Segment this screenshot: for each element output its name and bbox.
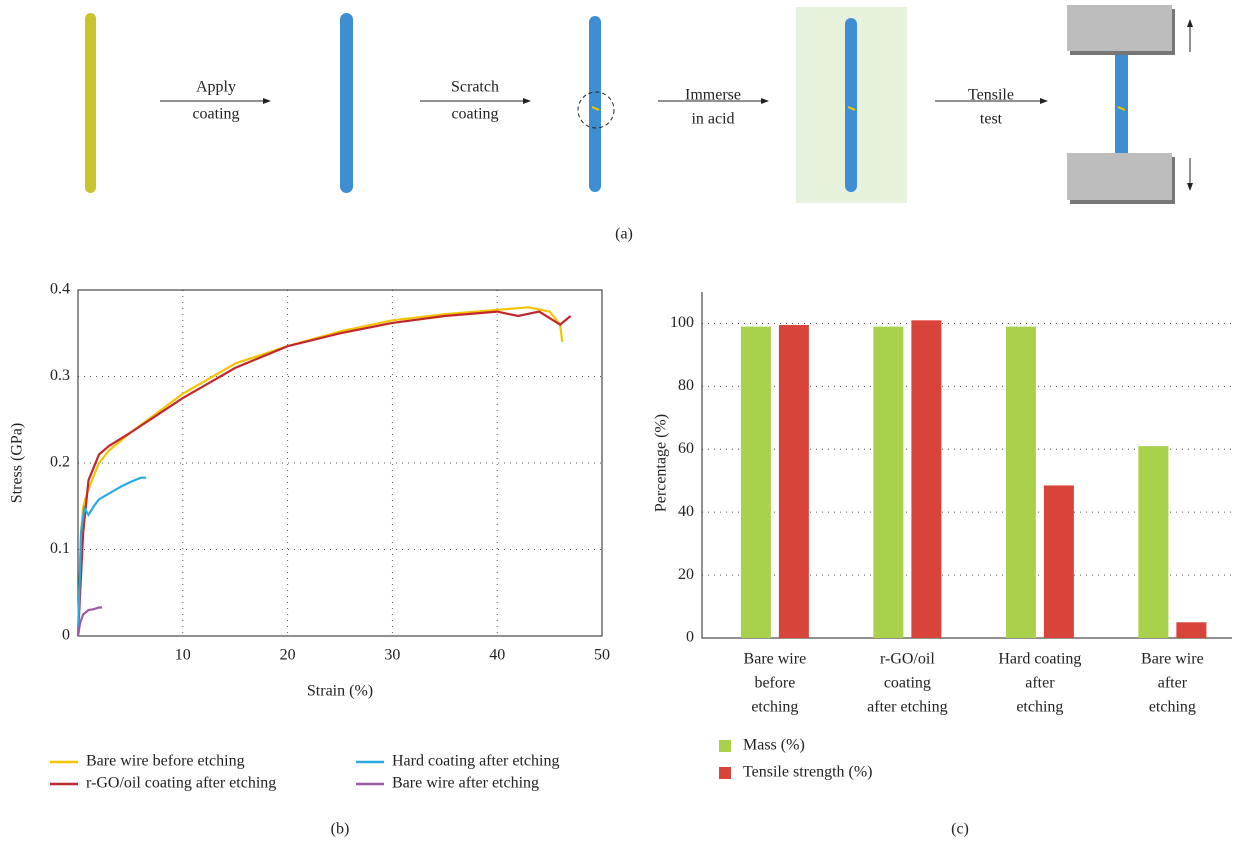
x-tick-label: 10 bbox=[175, 647, 191, 664]
bar bbox=[778, 325, 809, 638]
panel-label: (c) bbox=[951, 821, 969, 838]
x-tick-label: coating bbox=[884, 675, 931, 692]
series-line bbox=[76, 310, 572, 637]
x-axis-title: Strain (%) bbox=[307, 683, 373, 700]
step-label: test bbox=[980, 111, 1003, 128]
series-line bbox=[76, 306, 564, 637]
scratch bbox=[1117, 106, 1126, 111]
immersed-wire bbox=[845, 18, 857, 192]
y-tick-label: 100 bbox=[670, 314, 694, 331]
legend-label: Bare wire after etching bbox=[392, 775, 539, 792]
x-tick-label: after bbox=[1025, 675, 1055, 692]
legend-label: Tensile strength (%) bbox=[743, 764, 873, 781]
plot-frame bbox=[77, 289, 603, 637]
legend-label: r-GO/oil coating after etching bbox=[86, 775, 276, 792]
step-label: coating bbox=[451, 106, 498, 123]
bar bbox=[911, 320, 942, 638]
legend-swatch bbox=[719, 740, 731, 752]
x-tick-label: r-GO/oil bbox=[880, 651, 935, 668]
y-tick-label: 40 bbox=[678, 503, 694, 520]
x-tick-label: before bbox=[754, 675, 795, 692]
series-line bbox=[76, 476, 147, 637]
scratch bbox=[847, 106, 856, 111]
bar bbox=[1043, 485, 1074, 638]
x-tick-label: Hard coating bbox=[998, 651, 1081, 668]
x-tick-label: 50 bbox=[594, 647, 610, 664]
x-tick-label: etching bbox=[1149, 699, 1196, 716]
y-tick-label: 0.3 bbox=[50, 367, 70, 384]
coated-wire bbox=[340, 13, 353, 193]
y-tick-label: 20 bbox=[678, 566, 694, 583]
scratch bbox=[591, 106, 600, 111]
bar bbox=[740, 326, 771, 638]
x-tick-label: after bbox=[1158, 675, 1188, 692]
legend-label: Hard coating after etching bbox=[392, 753, 559, 770]
bar bbox=[873, 326, 904, 638]
x-tick-label: etching bbox=[1016, 699, 1063, 716]
y-axis-title: Percentage (%) bbox=[653, 414, 670, 512]
x-tick-label: 20 bbox=[280, 647, 296, 664]
test-wire bbox=[1115, 48, 1128, 156]
bar bbox=[1176, 622, 1207, 638]
scratch-circle bbox=[577, 91, 615, 129]
x-tick-label: etching bbox=[751, 699, 798, 716]
bar bbox=[1138, 446, 1169, 638]
y-tick-label: 0 bbox=[686, 629, 694, 646]
y-tick-label: 80 bbox=[678, 377, 694, 394]
step-label: in acid bbox=[691, 111, 734, 128]
upper-grip bbox=[1067, 5, 1172, 51]
process-diagram: Apply coating Scratch coating Immerse in… bbox=[85, 5, 1193, 243]
y-tick-label: 0.2 bbox=[50, 454, 70, 471]
scratched-wire bbox=[589, 16, 601, 192]
step-label: coating bbox=[192, 106, 239, 123]
lower-grip bbox=[1067, 153, 1172, 200]
series-line bbox=[76, 606, 103, 637]
x-tick-label: 30 bbox=[384, 647, 400, 664]
bar bbox=[1005, 326, 1036, 638]
panel-label: (a) bbox=[615, 226, 633, 243]
bare-wire bbox=[85, 13, 96, 193]
legend-label: Bare wire before etching bbox=[86, 753, 245, 770]
y-tick-label: 0.4 bbox=[50, 281, 70, 298]
step-label: Tensile bbox=[968, 87, 1014, 104]
y-axis-title: Stress (GPa) bbox=[9, 423, 26, 503]
y-tick-label: 60 bbox=[678, 440, 694, 457]
y-tick-label: 0.1 bbox=[50, 540, 70, 557]
x-tick-label: 40 bbox=[489, 647, 505, 664]
step-label: Apply bbox=[196, 79, 236, 96]
step-label: Scratch bbox=[451, 79, 499, 96]
legend-swatch bbox=[719, 767, 731, 779]
y-tick-label: 0 bbox=[62, 627, 70, 644]
x-tick-label: Bare wire bbox=[1141, 651, 1204, 668]
step-label: Immerse bbox=[685, 87, 741, 104]
x-tick-label: Bare wire bbox=[744, 651, 807, 668]
panel-label: (b) bbox=[331, 821, 350, 838]
legend-label: Mass (%) bbox=[743, 737, 805, 754]
x-tick-label: after etching bbox=[867, 699, 947, 716]
